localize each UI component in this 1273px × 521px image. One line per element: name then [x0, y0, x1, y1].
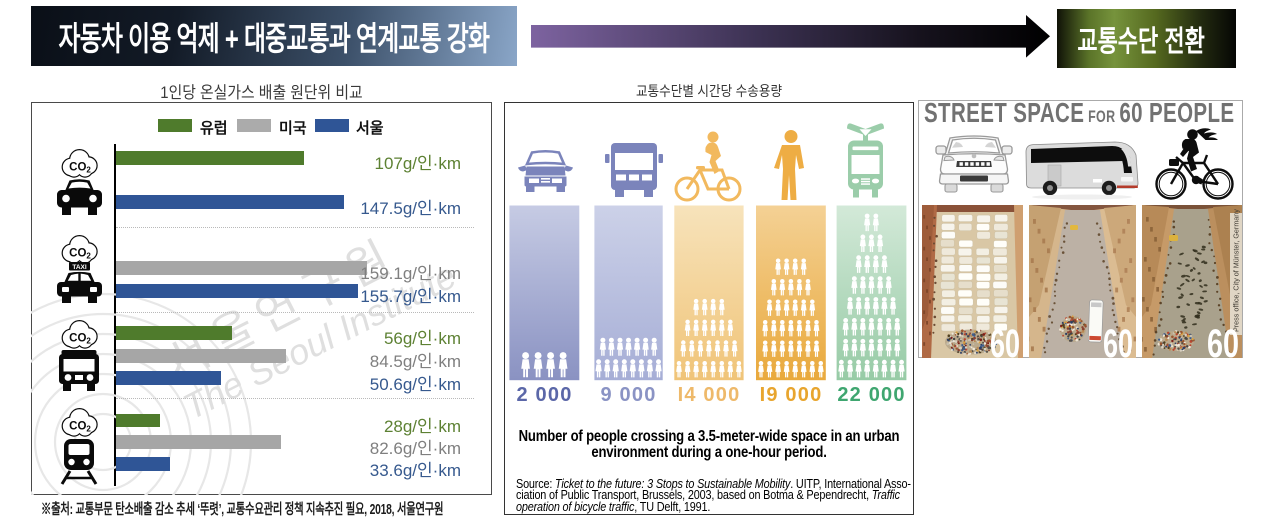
svg-text:60: 60	[990, 322, 1020, 359]
svg-text:60: 60	[1207, 322, 1239, 359]
svg-text:60: 60	[1103, 322, 1133, 359]
svg-text:TAXI: TAXI	[72, 264, 87, 271]
svg-text:Press office, City of Münster,: Press office, City of Münster, Germany	[1232, 208, 1241, 331]
